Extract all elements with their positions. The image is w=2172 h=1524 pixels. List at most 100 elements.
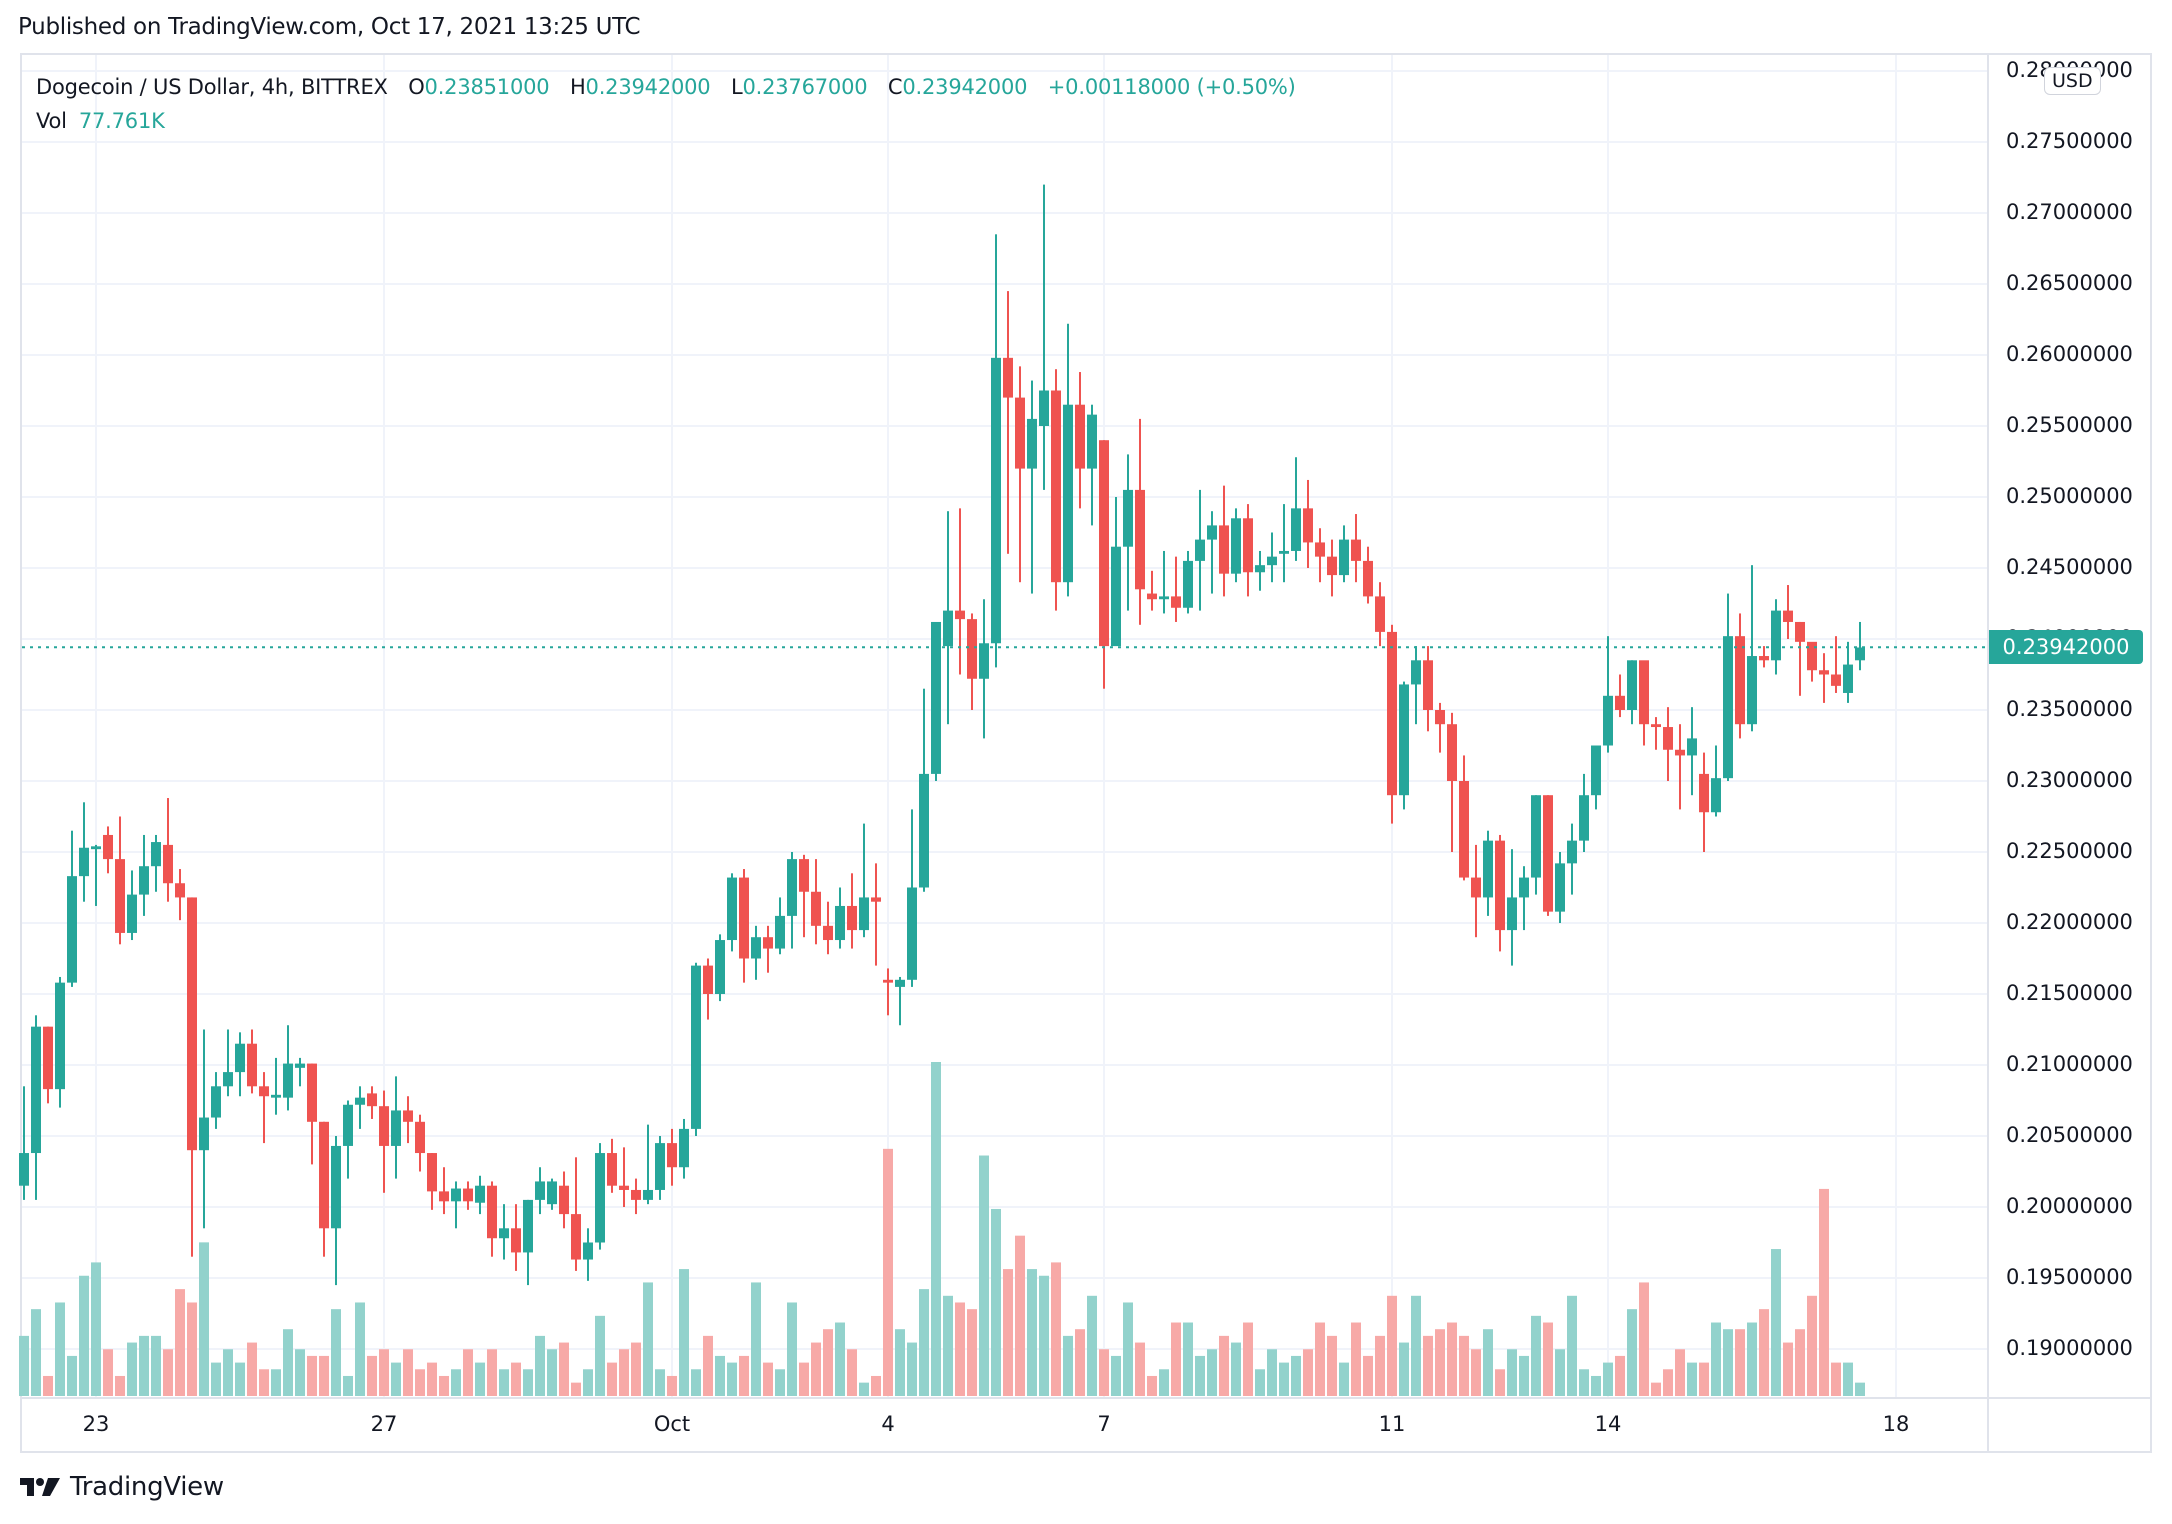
volume-bar — [967, 1309, 977, 1396]
candle-body — [259, 1086, 269, 1097]
volume-bar — [955, 1302, 965, 1396]
candle-body — [1183, 560, 1193, 608]
candle-wick — [95, 844, 97, 906]
volume-bar — [679, 1269, 689, 1396]
volume-bar — [1363, 1355, 1373, 1396]
volume-bar — [1063, 1335, 1073, 1396]
volume-bar — [1675, 1349, 1685, 1396]
candle-body — [127, 894, 137, 933]
volume-bar — [1291, 1355, 1301, 1396]
volume-bar — [319, 1355, 329, 1396]
candle-body — [1627, 660, 1637, 710]
candle-wick — [275, 1057, 277, 1115]
volume-bar — [655, 1369, 665, 1396]
candle-wick — [455, 1181, 457, 1229]
candle-body — [799, 859, 809, 892]
candle-body — [763, 937, 773, 949]
candle-body — [1831, 674, 1841, 686]
volume-bar — [1075, 1329, 1085, 1396]
candle-body — [1543, 795, 1553, 912]
candle-body — [1819, 670, 1829, 675]
volume-bar — [367, 1355, 377, 1396]
candle-body — [343, 1104, 353, 1146]
candle-body — [1207, 525, 1217, 540]
volume-bar — [1543, 1322, 1553, 1396]
time-tick-label: 4 — [881, 1412, 895, 1436]
volume-bar — [379, 1349, 389, 1396]
candle-body — [1111, 546, 1121, 647]
volume-bar — [1615, 1355, 1625, 1396]
candle-body — [919, 773, 929, 888]
candle-body — [835, 905, 845, 941]
volume-bar — [1411, 1295, 1421, 1396]
candle-body — [1291, 508, 1301, 551]
candle-wick — [1175, 556, 1177, 622]
candle-wick — [1679, 724, 1681, 810]
candle-body — [1723, 636, 1733, 779]
tradingview-logo[interactable]: TradingView — [20, 1472, 224, 1502]
volume-bar — [1183, 1322, 1193, 1396]
volume-bar — [1723, 1329, 1733, 1396]
candle-wick — [1151, 570, 1153, 611]
candle-body — [1507, 897, 1517, 931]
candle-body — [223, 1072, 233, 1087]
candle-body — [1375, 596, 1385, 632]
volume-bar — [1339, 1362, 1349, 1396]
candle-body — [283, 1063, 293, 1098]
volume-bar — [1351, 1322, 1361, 1396]
price-tick-label: 0.19500000 — [2006, 1265, 2133, 1289]
candle-body — [1771, 610, 1781, 661]
currency-badge[interactable]: USD — [2044, 67, 2101, 95]
volume-bar — [1315, 1322, 1325, 1396]
volume-bar — [415, 1369, 425, 1396]
volume-key[interactable]: Vol — [36, 109, 67, 133]
candle-body — [1615, 695, 1625, 710]
low-key: L — [730, 75, 743, 99]
logo-text: TradingView — [70, 1472, 224, 1502]
volume-bar — [1051, 1262, 1061, 1396]
candle-body — [1759, 656, 1769, 661]
candle-body — [1699, 773, 1709, 813]
candle-body — [1015, 397, 1025, 469]
candle-wick — [23, 1086, 25, 1200]
candle-body — [1147, 593, 1157, 600]
volume-bar — [1843, 1362, 1853, 1396]
candle-body — [175, 883, 185, 898]
price-tick-label: 0.26500000 — [2006, 271, 2133, 295]
volume-bar — [1327, 1335, 1337, 1396]
time-tick-label: 11 — [1378, 1412, 1406, 1436]
candle-body — [367, 1093, 377, 1107]
volume-bar — [559, 1342, 569, 1396]
candle-body — [895, 979, 905, 987]
price-tick-label: 0.26000000 — [2006, 342, 2133, 366]
volume-bar — [595, 1315, 605, 1396]
volume-bar — [1819, 1188, 1829, 1396]
candle-wick — [1835, 636, 1837, 693]
time-tick-label: 7 — [1097, 1412, 1111, 1436]
volume-bar — [1171, 1322, 1181, 1396]
candle-body — [643, 1189, 653, 1200]
symbol-title[interactable]: Dogecoin / US Dollar, 4h, BITTREX — [36, 75, 388, 99]
candle-wick — [1043, 184, 1045, 490]
candle-body — [1243, 518, 1253, 573]
candle-body — [1279, 550, 1289, 554]
candle-body — [391, 1110, 401, 1146]
volume-bar — [1231, 1342, 1241, 1396]
candle-body — [355, 1097, 365, 1105]
published-caption: Published on TradingView.com, Oct 17, 20… — [18, 14, 641, 40]
candle-wick — [1523, 866, 1525, 931]
volume-bar — [787, 1302, 797, 1396]
candle-wick — [887, 968, 889, 1016]
volume-bar — [1387, 1295, 1397, 1396]
current-price-label: 0.23942000 — [1989, 630, 2143, 665]
volume-bar — [1375, 1335, 1385, 1396]
price-tick-label: 0.27500000 — [2006, 129, 2133, 153]
candle-body — [1159, 596, 1169, 600]
volume-bar — [1015, 1235, 1025, 1396]
candle-body — [67, 876, 77, 983]
candle-body — [931, 621, 941, 774]
volume-bar — [667, 1375, 677, 1396]
volume-bar — [1003, 1269, 1013, 1396]
candle-body — [523, 1199, 533, 1253]
